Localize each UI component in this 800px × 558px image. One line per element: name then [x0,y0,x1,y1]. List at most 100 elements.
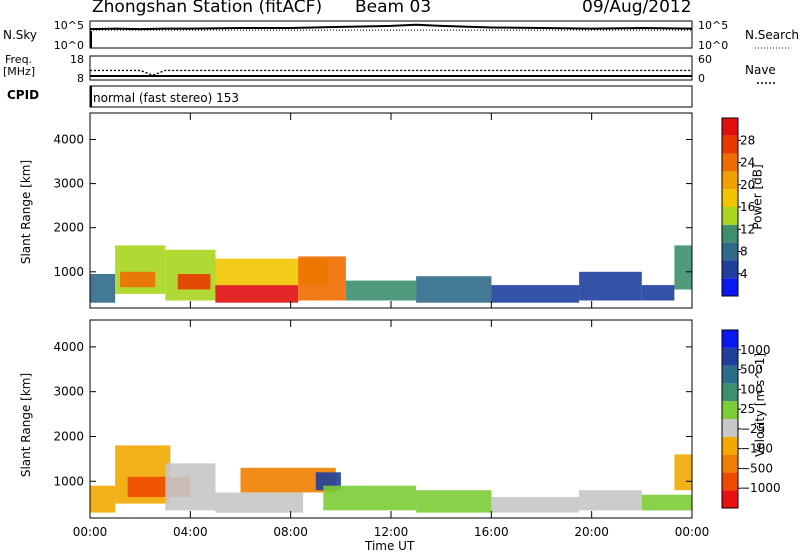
nsky-series-line [89,23,693,31]
velocity-colorbar-segment [722,330,738,348]
power-colorbar-segment [722,242,738,261]
velocity-colorbar-segment [722,365,738,384]
velocity-colorbar-tick-label: 25 [740,402,755,416]
velocity-colorbar-segment [722,401,738,419]
power-colorbar-segment [722,171,738,190]
nsearch-label: N.Search [745,28,800,42]
velocity-colorbar-tick-label: −1000 [740,481,781,495]
velocity-colorbar-frame [721,329,739,509]
power-cell [416,276,492,303]
freq-panel-frame [89,55,693,81]
power-cell [641,285,675,301]
nsky-label: N.Sky [3,28,38,42]
power-cell [215,285,299,303]
velocity-ytick-label: 4000 [53,340,84,354]
power-colorbar-segment [722,118,738,136]
time-tick-label: 00:00 [675,525,710,539]
velocity-cell [416,490,492,513]
power-colorbar-segment [722,189,738,207]
date-label: 09/Aug/2012 [582,0,692,17]
freq-unit-label: [MHz] [3,65,36,78]
velocity-cell [215,492,304,513]
velocity-cell [491,496,580,513]
power-cell [298,256,346,301]
power-cell [579,271,642,301]
power-cell [90,274,116,303]
velocity-colorbar-tick-label: −500 [740,461,773,475]
power-colorbar-segment [722,153,738,172]
power-ytick-label: 3000 [53,177,84,191]
power-ytick-label: 1000 [53,265,84,279]
power-ytick-label: 4000 [53,132,84,146]
power-colorbar-tick-label: 20 [740,178,755,192]
velocity-cell [323,485,417,511]
power-colorbar-segment [722,224,738,243]
time-tick-label: 00:00 [73,525,108,539]
power-cell [491,285,580,303]
time-axis-label: Time UT [365,539,415,553]
velocity-ytick-label: 3000 [53,385,84,399]
velocity-data-group [90,445,692,513]
velocity-colorbar-tick-label: 1000 [740,343,771,357]
power-colorbar-segment [722,278,738,296]
power-colorbar-segment [722,260,738,279]
velocity-colorbar-segment [722,383,738,402]
power-colorbar-tick-label: 12 [740,222,755,236]
velocity-cell [674,454,692,491]
power-cell [120,271,156,288]
nave-ytick-label: 0 [698,72,705,85]
velocity-colorbar-segment [722,419,738,437]
time-tick-label: 04:00 [173,525,208,539]
freq-ytick-label: 8 [77,72,84,85]
power-colorbar-tick-label: 16 [740,200,755,214]
power-colorbar-segment [722,207,738,225]
time-tick-label: 08:00 [273,525,308,539]
cpid-label: CPID [7,88,40,102]
time-tick-label: 12:00 [374,525,409,539]
velocity-colorbar-tick-label: −100 [740,442,773,456]
nsky-ytick-label: 10^5 [54,19,84,32]
velocity-cell [90,485,116,513]
power-range-label: Slant Range [km] [19,159,34,265]
velocity-cell [641,494,692,511]
time-tick-label: 16:00 [474,525,509,539]
power-data-group [90,245,692,303]
velocity-colorbar-segment [722,472,738,491]
power-colorbar-tick-label: 24 [740,156,755,170]
velocity-ytick-label: 1000 [53,474,84,488]
velocity-colorbar-segment [722,454,738,473]
freq-ytick-label: 18 [70,53,84,66]
beam-label: Beam 03 [355,0,432,17]
velocity-colorbar-segment [722,347,738,366]
power-ytick-label: 2000 [53,221,84,235]
velocity-colorbar-tick-label: 500 [740,363,763,377]
cpid-text: normal (fast stereo) 153 [93,91,240,105]
power-colorbar-segment [722,135,738,154]
velocity-colorbar-tick-label: 100 [740,382,763,396]
velocity-colorbar-segment [722,436,738,455]
velocity-colorbar-segment [722,490,738,508]
freq-series-line [90,69,692,76]
velocity-colorbar-label: Velocity [m s^-1] [753,352,768,458]
velocity-cell [165,463,216,511]
power-cell [177,274,211,290]
nave-label: Nave [745,63,776,77]
freq-label: Freq. [5,53,33,66]
power-cell [674,245,692,290]
nave-ytick-label: 60 [698,53,712,66]
power-colorbar-tick-label: 8 [740,245,748,259]
velocity-range-label: Slant Range [km] [19,372,34,478]
station-title: Zhongshan Station (fitACF) [92,0,323,17]
time-tick-label: 20:00 [574,525,609,539]
velocity-ytick-label: 2000 [53,429,84,443]
velocity-cell [579,490,642,511]
nsky-ytick-label: 10^0 [54,39,84,52]
nsearch-ytick-label: 10^5 [698,19,728,32]
nsearch-ytick-label: 10^0 [698,39,728,52]
power-colorbar-tick-label: 28 [740,133,755,147]
power-colorbar-tick-label: 4 [740,267,748,281]
power-cell [345,280,417,301]
velocity-colorbar-tick-label: −25 [740,422,765,436]
